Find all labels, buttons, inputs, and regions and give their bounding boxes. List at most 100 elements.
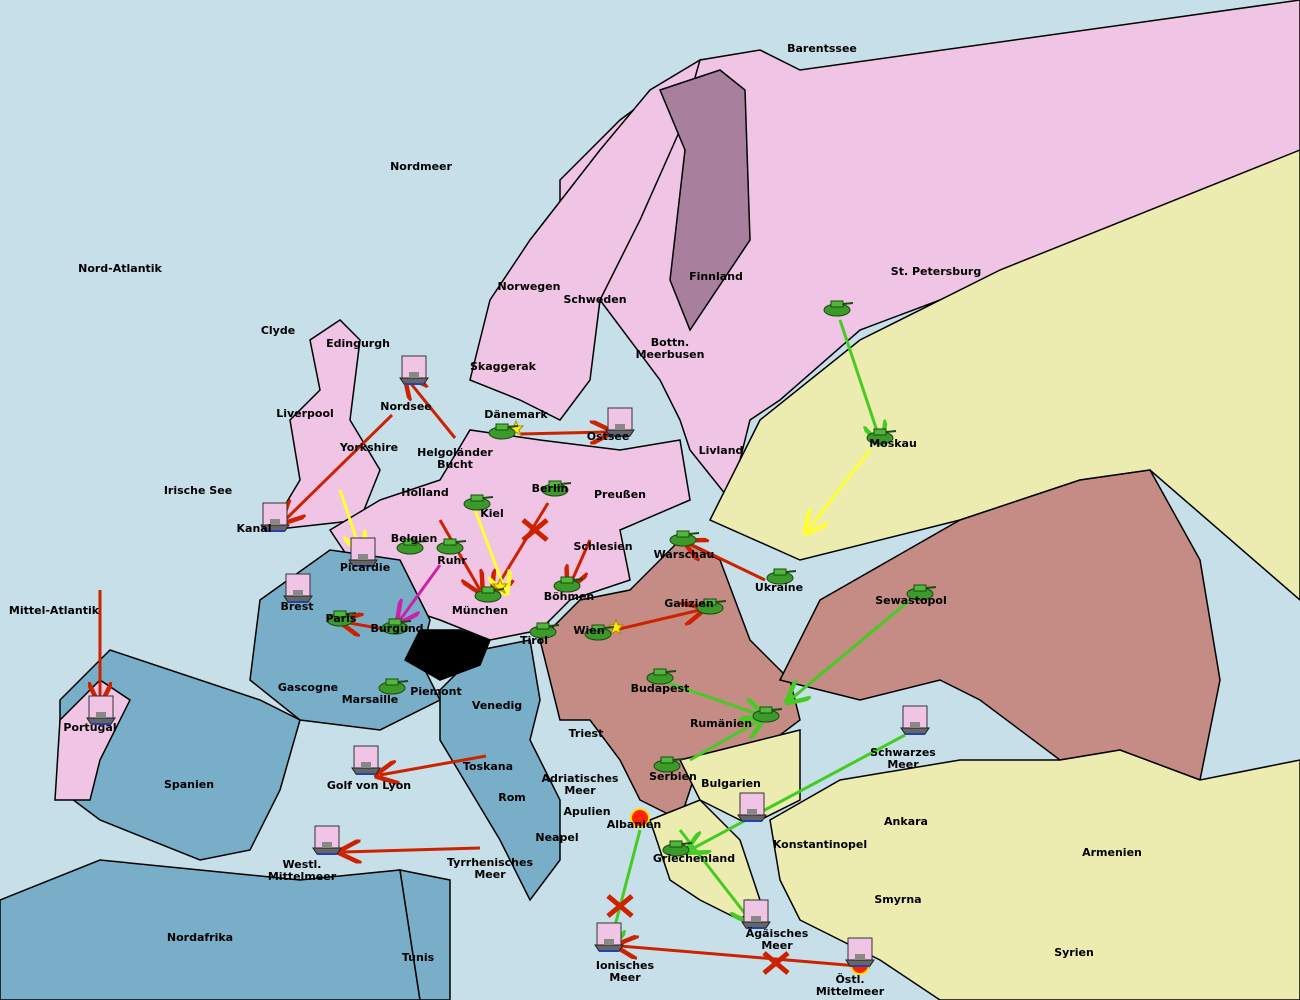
region-italy[interactable] [439,639,561,902]
fleet-unit-icon[interactable] [605,407,635,437]
region-ukraine-sevastopol[interactable] [778,469,1221,782]
region-turkey[interactable] [769,749,1300,1000]
sea-label: Helgoländer Bucht [417,446,493,471]
army-unit-icon[interactable] [488,423,519,440]
land-label: Serbien [649,770,697,783]
fleet-unit-icon[interactable] [351,745,381,775]
land-label: St. Petersburg [891,265,981,278]
land-label: Yorkshire [339,441,398,454]
sea-label: Barentssee [787,42,857,55]
sea-label: Adriatisches Meer [542,772,619,797]
order-arrow [690,733,906,850]
land-label: Gascogne [278,681,338,694]
region-russia-south[interactable] [708,149,1300,601]
army-unit-icon[interactable] [653,756,684,773]
fleet-unit-icon[interactable] [86,695,116,725]
land-label: Norwegen [498,280,561,293]
fleet-unit-icon[interactable] [594,922,624,952]
fleet-unit-icon[interactable] [900,705,930,735]
land-label: Liverpool [276,407,334,420]
land-label: Rom [498,791,526,804]
order-arrow [689,720,760,762]
army-unit-icon[interactable] [752,706,783,723]
order-arrow [688,543,766,582]
land-label: Preußen [594,488,646,501]
land-label: Portugal [63,721,116,734]
army-unit-icon[interactable] [906,584,937,601]
region-finland[interactable] [658,69,751,332]
fleet-unit-icon[interactable] [260,502,290,532]
failed-order-cross-icon [606,894,634,918]
land-label: Ruhr [437,554,467,567]
sea-label: Kanal [237,522,272,535]
fleet-unit-icon[interactable] [399,355,429,385]
army-unit-icon[interactable] [474,586,505,603]
failed-order-cross-icon [762,951,790,975]
army-unit-icon[interactable] [436,538,467,555]
land-label: Tirol [520,634,548,647]
sea-label: Ionisches Meer [596,959,655,984]
order-arrow [620,946,871,969]
fleet-unit-icon[interactable] [741,899,771,929]
order-arrow [473,509,505,590]
sea-label: Irische See [164,484,232,497]
army-unit-icon[interactable] [553,576,584,593]
fleet-unit-icon[interactable] [737,792,767,822]
land-label: Apulien [563,805,610,818]
sea-label: Östl. Mittelmeer [816,972,885,998]
army-unit-icon[interactable] [326,610,357,627]
fleet-unit-icon[interactable] [845,937,875,967]
land-label: Clyde [261,324,295,337]
land-label: Marsaille [342,693,399,706]
land-label: Smyrna [874,893,921,906]
order-arrow [438,519,480,590]
region-north-africa[interactable] [0,859,421,1000]
sea-label: Schwarzes Meer [870,746,936,771]
army-unit-icon[interactable] [584,624,615,641]
sea-label: Nord-Atlantik [78,262,162,275]
order-arrow [380,754,487,775]
army-unit-icon[interactable] [646,668,677,685]
land-label: Schlesien [573,540,632,553]
sea-label: Nordmeer [390,160,452,173]
land-label: Tunis [402,951,435,964]
land-label: Spanien [164,778,214,791]
fleet-unit-icon[interactable] [312,825,342,855]
army-unit-icon[interactable] [823,300,854,317]
land-label: Nordafrika [167,931,233,944]
army-unit-icon[interactable] [541,480,572,497]
army-unit-icon[interactable] [669,530,700,547]
land-label: Brest [280,600,313,613]
land-label: Finnland [689,270,743,283]
land-label: Toskana [463,760,513,773]
order-arrow [519,432,608,434]
army-unit-icon[interactable] [378,678,409,695]
land-label: Albanien [607,818,661,831]
region-england[interactable] [268,319,381,531]
order-arrow [790,598,911,700]
region-tunis[interactable] [399,869,451,1000]
land-label: Böhmen [544,590,595,603]
army-unit-icon[interactable] [381,618,412,635]
land-label: Edingurgh [326,337,390,350]
region-switzerland[interactable] [404,629,491,681]
sea-label: Skaggerak [470,360,537,373]
land-label: Triest [569,727,604,740]
order-arrow [408,380,457,439]
army-unit-icon[interactable] [696,598,727,615]
land-label: Piemont [410,685,461,698]
fleet-unit-icon[interactable] [348,537,378,567]
army-unit-icon[interactable] [766,568,797,585]
fleet-unit-icon[interactable] [283,573,313,603]
sea-label: Westl. Mittelmeer [268,858,337,883]
land-label: Berlin [532,482,569,495]
battle-explosion-icon [630,808,650,828]
army-unit-icon[interactable] [396,538,427,555]
army-unit-icon[interactable] [529,622,560,639]
army-unit-icon[interactable] [463,494,494,511]
order-arrow [808,449,872,530]
army-unit-icon[interactable] [662,840,693,857]
army-unit-icon[interactable] [866,428,897,445]
